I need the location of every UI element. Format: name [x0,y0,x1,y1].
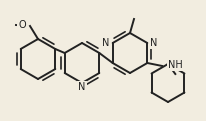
Text: N: N [150,38,158,48]
Text: O: O [18,20,26,30]
Text: N: N [78,82,86,92]
Text: N: N [102,38,110,48]
Text: NH: NH [168,60,183,70]
